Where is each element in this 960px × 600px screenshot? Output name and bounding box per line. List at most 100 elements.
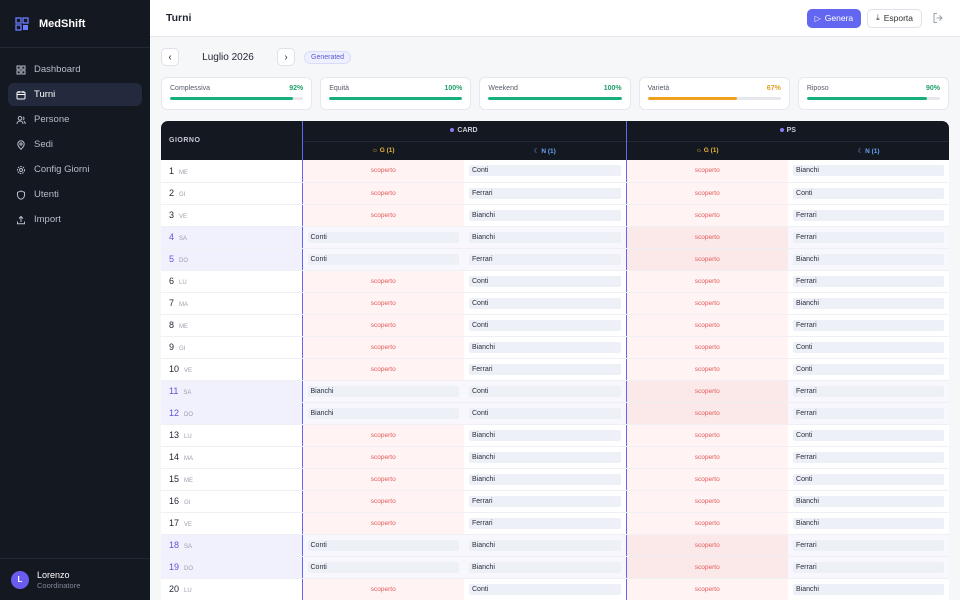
- uncovered-cell[interactable]: scoperto: [625, 336, 789, 359]
- brand[interactable]: MedShift: [0, 0, 150, 48]
- shift-cell[interactable]: Bianchi: [788, 248, 949, 271]
- assignee-chip[interactable]: Ferrari: [793, 209, 945, 221]
- sidebar-item-sedi[interactable]: Sedi: [8, 133, 142, 156]
- assignee-chip[interactable]: Ferrari: [469, 363, 621, 375]
- uncovered-cell[interactable]: scoperto: [625, 402, 789, 425]
- uncovered-cell[interactable]: scoperto: [301, 204, 464, 227]
- uncovered-cell[interactable]: scoperto: [301, 468, 464, 491]
- assignee-chip[interactable]: Conti: [307, 539, 459, 551]
- shift-cell[interactable]: Conti: [464, 578, 627, 600]
- uncovered-cell[interactable]: scoperto: [625, 270, 789, 293]
- esporta-button[interactable]: ⤓ Esporta: [867, 8, 922, 28]
- shift-cell[interactable]: Bianchi: [464, 534, 627, 557]
- sidebar-item-import[interactable]: Import: [8, 208, 142, 231]
- shift-cell[interactable]: Conti: [464, 270, 627, 293]
- shift-cell[interactable]: Conti: [788, 182, 949, 205]
- uncovered-cell[interactable]: scoperto: [625, 248, 789, 271]
- assignee-chip[interactable]: Conti: [469, 407, 621, 419]
- uncovered-cell[interactable]: scoperto: [301, 424, 464, 447]
- assignee-chip[interactable]: Conti: [469, 319, 621, 331]
- assignee-chip[interactable]: Ferrari: [469, 517, 621, 529]
- shift-cell[interactable]: Ferrari: [788, 226, 949, 249]
- shift-cell[interactable]: Conti: [788, 468, 949, 491]
- uncovered-cell[interactable]: scoperto: [625, 226, 789, 249]
- shift-cell[interactable]: Conti: [788, 358, 949, 381]
- shift-cell[interactable]: Ferrari: [464, 358, 627, 381]
- assignee-chip[interactable]: Bianchi: [793, 165, 945, 177]
- assignee-chip[interactable]: Bianchi: [469, 451, 621, 463]
- uncovered-cell[interactable]: scoperto: [301, 336, 464, 359]
- assignee-chip[interactable]: Bianchi: [469, 429, 621, 441]
- uncovered-cell[interactable]: scoperto: [625, 314, 789, 337]
- shift-cell[interactable]: Conti: [788, 336, 949, 359]
- prev-month-button[interactable]: ‹: [161, 48, 179, 66]
- assignee-chip[interactable]: Bianchi: [793, 495, 945, 507]
- assignee-chip[interactable]: Conti: [469, 583, 621, 595]
- assignee-chip[interactable]: Ferrari: [793, 275, 945, 287]
- shift-cell[interactable]: Ferrari: [464, 512, 627, 535]
- uncovered-cell[interactable]: scoperto: [301, 578, 464, 600]
- sidebar-item-utenti[interactable]: Utenti: [8, 183, 142, 206]
- assignee-chip[interactable]: Conti: [307, 253, 459, 265]
- logout-icon[interactable]: [932, 12, 944, 24]
- assignee-chip[interactable]: Bianchi: [469, 561, 621, 573]
- sidebar-item-config-giorni[interactable]: Config Giorni: [8, 158, 142, 181]
- sidebar-item-dashboard[interactable]: Dashboard: [8, 58, 142, 81]
- uncovered-cell[interactable]: scoperto: [625, 446, 789, 469]
- assignee-chip[interactable]: Bianchi: [307, 385, 459, 397]
- uncovered-cell[interactable]: scoperto: [301, 512, 464, 535]
- uncovered-cell[interactable]: scoperto: [625, 468, 789, 491]
- shift-cell[interactable]: Conti: [464, 160, 627, 183]
- shift-cell[interactable]: Ferrari: [464, 248, 627, 271]
- uncovered-cell[interactable]: scoperto: [625, 512, 789, 535]
- shift-cell[interactable]: Conti: [301, 556, 464, 579]
- shift-cell[interactable]: Bianchi: [788, 160, 949, 183]
- assignee-chip[interactable]: Bianchi: [469, 231, 621, 243]
- shift-cell[interactable]: Bianchi: [464, 446, 627, 469]
- next-month-button[interactable]: ›: [277, 48, 295, 66]
- uncovered-cell[interactable]: scoperto: [625, 578, 789, 600]
- shift-cell[interactable]: Ferrari: [788, 204, 949, 227]
- assignee-chip[interactable]: Conti: [793, 187, 945, 199]
- shift-cell[interactable]: Bianchi: [464, 226, 627, 249]
- shift-cell[interactable]: Conti: [464, 314, 627, 337]
- sidebar-item-turni[interactable]: Turni: [8, 83, 142, 106]
- assignee-chip[interactable]: Ferrari: [469, 253, 621, 265]
- assignee-chip[interactable]: Bianchi: [469, 473, 621, 485]
- assignee-chip[interactable]: Bianchi: [469, 539, 621, 551]
- shift-cell[interactable]: Ferrari: [788, 380, 949, 403]
- shift-cell[interactable]: Bianchi: [464, 204, 627, 227]
- shift-cell[interactable]: Ferrari: [464, 182, 627, 205]
- shift-cell[interactable]: Conti: [464, 402, 627, 425]
- shift-cell[interactable]: Ferrari: [464, 490, 627, 513]
- shift-cell[interactable]: Conti: [301, 534, 464, 557]
- shift-cell[interactable]: Bianchi: [788, 512, 949, 535]
- assignee-chip[interactable]: Conti: [793, 341, 945, 353]
- assignee-chip[interactable]: Ferrari: [793, 539, 945, 551]
- uncovered-cell[interactable]: scoperto: [301, 160, 464, 183]
- assignee-chip[interactable]: Ferrari: [793, 385, 945, 397]
- assignee-chip[interactable]: Conti: [469, 297, 621, 309]
- assignee-chip[interactable]: Bianchi: [793, 517, 945, 529]
- shift-cell[interactable]: Ferrari: [788, 402, 949, 425]
- shift-cell[interactable]: Bianchi: [464, 556, 627, 579]
- shift-cell[interactable]: Bianchi: [464, 424, 627, 447]
- assignee-chip[interactable]: Bianchi: [307, 407, 459, 419]
- assignee-chip[interactable]: Ferrari: [793, 231, 945, 243]
- genera-button[interactable]: ▷ Genera: [806, 8, 862, 28]
- shift-cell[interactable]: Conti: [788, 424, 949, 447]
- uncovered-cell[interactable]: scoperto: [625, 292, 789, 315]
- assignee-chip[interactable]: Conti: [307, 231, 459, 243]
- shift-cell[interactable]: Bianchi: [301, 380, 464, 403]
- uncovered-cell[interactable]: scoperto: [625, 534, 789, 557]
- shift-cell[interactable]: Ferrari: [788, 446, 949, 469]
- shift-cell[interactable]: Bianchi: [788, 578, 949, 600]
- shift-cell[interactable]: Conti: [301, 226, 464, 249]
- uncovered-cell[interactable]: scoperto: [301, 446, 464, 469]
- uncovered-cell[interactable]: scoperto: [301, 358, 464, 381]
- assignee-chip[interactable]: Bianchi: [793, 253, 945, 265]
- assignee-chip[interactable]: Conti: [469, 165, 621, 177]
- shift-cell[interactable]: Conti: [464, 380, 627, 403]
- assignee-chip[interactable]: Ferrari: [793, 319, 945, 331]
- uncovered-cell[interactable]: scoperto: [625, 358, 789, 381]
